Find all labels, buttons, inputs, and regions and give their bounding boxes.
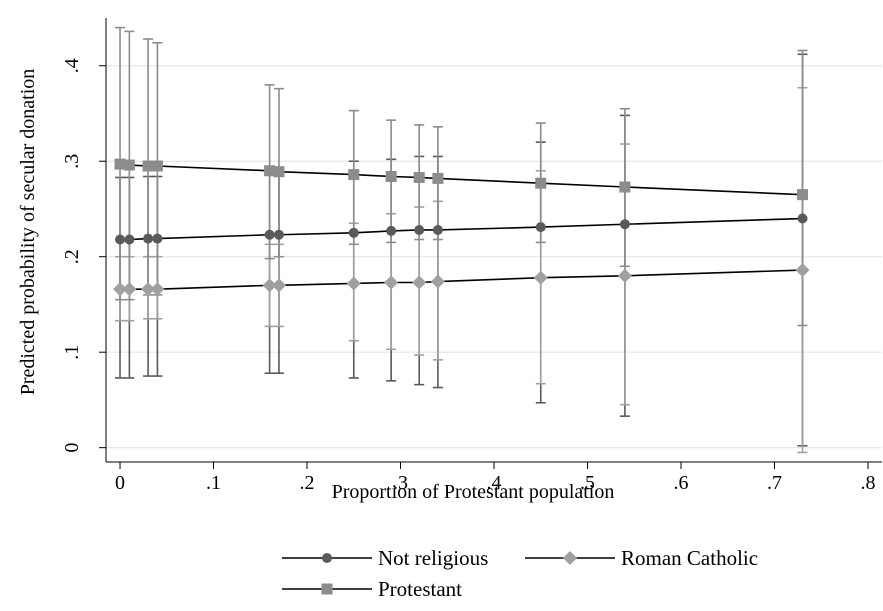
gridlines (106, 65, 882, 449)
roman-catholic-point (150, 282, 165, 297)
x-tick-label: .4 (487, 472, 502, 494)
y-tick-label: 0 (61, 443, 83, 453)
legend-label: Protestant (378, 577, 462, 601)
protestant-point (619, 181, 631, 193)
protestant-point (413, 171, 425, 183)
protestant-point (123, 159, 135, 171)
error-bars (115, 26, 808, 454)
x-tick-label: .3 (393, 472, 408, 494)
x-tick-label: .6 (673, 472, 688, 494)
legend: Not religious Roman Catholic Protestant (282, 546, 758, 601)
x-tick-label: .7 (767, 472, 782, 494)
tick-labels: 0 .1 .2 .3 .4 0 .1 .2 .3 .4 .5 .6 .7 .8 (61, 58, 875, 494)
not-religious-point (386, 225, 397, 236)
protestant-point (348, 169, 360, 181)
roman-catholic-point (384, 275, 399, 290)
legend-label: Not religious (378, 546, 488, 570)
roman-catholic-point (795, 263, 810, 278)
series-markers (113, 158, 810, 297)
not-religious-point (264, 229, 275, 240)
protestant-point (142, 160, 154, 172)
protestant-point (385, 171, 397, 183)
not-religious-line (120, 217, 803, 241)
x-tick-label: .2 (300, 472, 315, 494)
protestant-point (151, 160, 163, 172)
x-tick-label: .1 (206, 472, 221, 494)
y-tick-label: .3 (61, 154, 83, 169)
x-axis-title: Proportion of Protestant population (332, 481, 615, 503)
roman-catholic-point (113, 282, 128, 297)
roman-catholic-point (533, 270, 548, 285)
protestant-point (535, 177, 547, 189)
series-lines (119, 163, 803, 290)
y-tick-label: .4 (61, 58, 83, 73)
not-religious-point (152, 233, 163, 244)
protestant-point (114, 158, 126, 170)
roman-catholic-point (122, 282, 137, 297)
not-religious-point (414, 224, 425, 235)
not-religious-point (124, 234, 135, 245)
not-religious-point (432, 224, 443, 235)
roman-catholic-point (271, 278, 286, 293)
protestant-point (432, 172, 444, 184)
protestant-point (264, 165, 276, 177)
not-religious-point (348, 227, 359, 238)
not-religious-point (535, 222, 546, 233)
not-religious-point (273, 229, 284, 240)
x-tick-label: 0 (115, 472, 125, 494)
legend-label: Roman Catholic (621, 546, 758, 570)
axes (105, 18, 882, 463)
y-tick-label: .2 (61, 249, 83, 264)
roman-catholic-point (412, 275, 427, 290)
legend-item-protestant: Protestant (282, 577, 462, 601)
roman-catholic-point (430, 274, 445, 289)
protestant-point (273, 166, 285, 178)
protestant-error-bar (797, 49, 808, 327)
legend-marker (563, 551, 577, 565)
protestant-point (797, 189, 809, 201)
roman-catholic-point (262, 278, 277, 293)
roman-catholic-point (141, 282, 156, 297)
legend-item-roman-catholic: Roman Catholic (525, 546, 758, 570)
y-axis-title: Predicted probability of secular donatio… (17, 69, 39, 396)
roman-catholic-point (346, 276, 361, 291)
legend-item-not-religious: Not religious (282, 546, 488, 570)
x-tick-label: .8 (860, 472, 875, 494)
not-religious-point (115, 234, 126, 245)
not-religious-point (619, 219, 630, 230)
protestant-line (119, 163, 803, 196)
legend-marker (322, 553, 332, 563)
not-religious-point (797, 213, 808, 224)
legend-marker (321, 583, 333, 595)
roman-catholic-line (120, 269, 803, 290)
roman-catholic-point (617, 268, 632, 283)
not-religious-point (143, 233, 154, 244)
y-tick-label: .1 (61, 345, 83, 360)
x-tick-label: .5 (580, 472, 595, 494)
